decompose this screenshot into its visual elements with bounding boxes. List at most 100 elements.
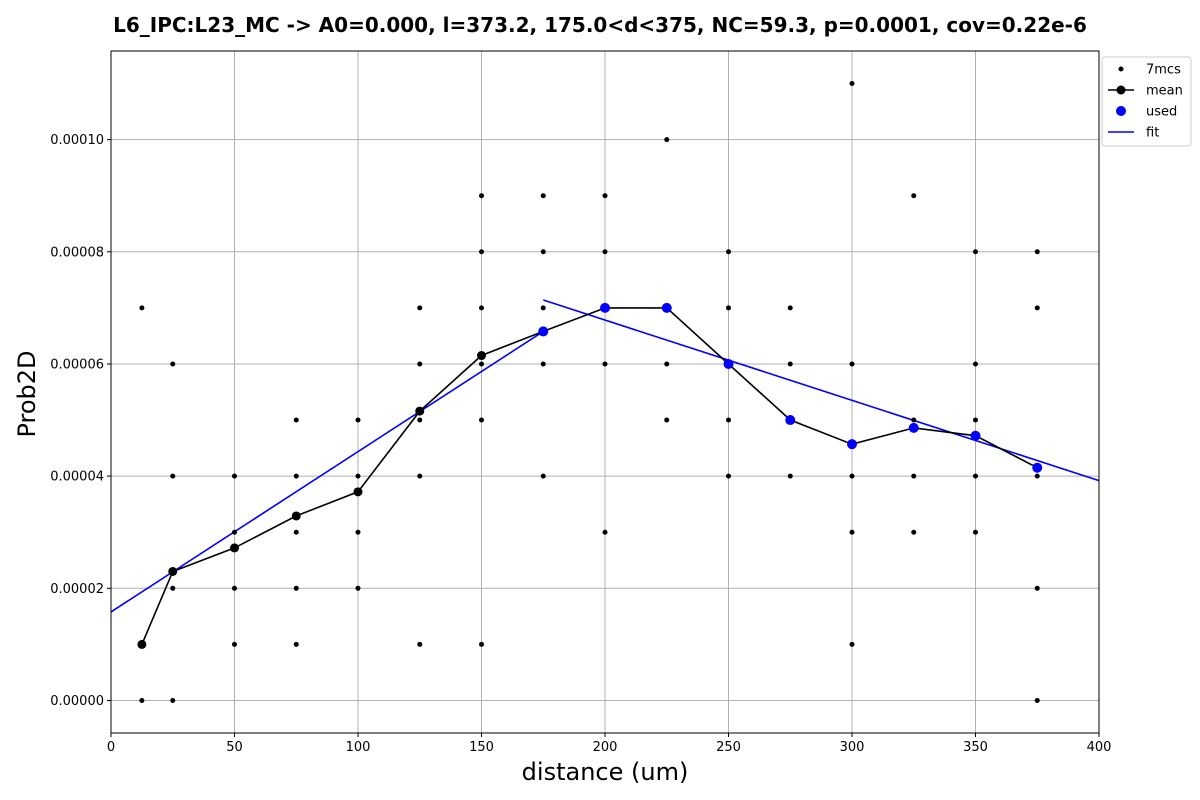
data-point-7mcs bbox=[479, 193, 484, 199]
data-point-7mcs bbox=[293, 473, 299, 479]
x-tick-label: 300 bbox=[840, 740, 865, 755]
data-point-7mcs bbox=[911, 473, 917, 479]
data-point-7mcs bbox=[139, 641, 145, 647]
data-point-7mcs bbox=[170, 585, 176, 591]
fit-line-segment bbox=[543, 299, 1100, 482]
data-point-7mcs bbox=[911, 193, 917, 199]
data-point-7mcs bbox=[726, 249, 731, 255]
legend-label-7mcs: 7mcs bbox=[1146, 63, 1181, 78]
data-point-7mcs bbox=[232, 473, 237, 479]
legend-marker-mean bbox=[1116, 85, 1126, 95]
data-point-7mcs bbox=[1034, 249, 1040, 255]
mean-point bbox=[291, 511, 301, 521]
y-tick-label: 0.00006 bbox=[50, 357, 104, 372]
used-point bbox=[600, 302, 610, 313]
data-point-7mcs bbox=[540, 193, 546, 199]
data-point-7mcs bbox=[911, 417, 917, 423]
data-point-7mcs bbox=[911, 529, 917, 535]
data-point-7mcs bbox=[355, 417, 361, 423]
used-point bbox=[723, 358, 734, 369]
x-tick-label: 100 bbox=[346, 740, 371, 755]
data-point-7mcs bbox=[973, 417, 978, 423]
data-point-7mcs bbox=[849, 641, 855, 647]
data-point-7mcs bbox=[139, 305, 145, 311]
legend-label-fit: fit bbox=[1146, 126, 1159, 141]
mean-line bbox=[141, 307, 1038, 645]
data-point-7mcs bbox=[232, 529, 237, 535]
data-point-7mcs bbox=[973, 361, 978, 367]
used-series bbox=[538, 302, 1043, 473]
legend-marker-7mcs bbox=[1118, 66, 1124, 72]
data-point-7mcs bbox=[973, 473, 978, 479]
data-point-7mcs bbox=[355, 585, 361, 591]
data-point-7mcs bbox=[417, 305, 423, 311]
data-point-7mcs bbox=[849, 473, 855, 479]
data-point-7mcs bbox=[355, 473, 361, 479]
used-point bbox=[908, 422, 919, 433]
data-point-7mcs bbox=[664, 361, 670, 367]
x-tick-label: 350 bbox=[963, 740, 988, 755]
data-point-7mcs bbox=[417, 473, 423, 479]
data-point-7mcs bbox=[726, 473, 731, 479]
data-point-7mcs bbox=[787, 361, 793, 367]
x-tick-label: 250 bbox=[716, 740, 741, 755]
x-tick-label: 200 bbox=[593, 740, 618, 755]
points-series-7mcs bbox=[139, 81, 1040, 703]
data-point-7mcs bbox=[417, 641, 423, 647]
x-tick-label: 50 bbox=[226, 740, 243, 755]
data-point-7mcs bbox=[479, 361, 484, 367]
y-axis-label: Prob2D bbox=[13, 350, 41, 437]
data-point-7mcs bbox=[1034, 585, 1040, 591]
data-point-7mcs bbox=[232, 641, 237, 647]
used-point bbox=[970, 430, 981, 441]
data-point-7mcs bbox=[170, 361, 176, 367]
mean-point bbox=[353, 487, 363, 497]
legend: 7mcs mean used fit bbox=[1101, 56, 1192, 147]
legend-box bbox=[1101, 56, 1192, 147]
y-tick-label: 0.00002 bbox=[50, 582, 104, 597]
used-point bbox=[661, 302, 672, 313]
used-point bbox=[1032, 462, 1043, 473]
data-point-7mcs bbox=[417, 361, 423, 367]
y-tick-label: 0.00004 bbox=[50, 470, 104, 485]
mean-point bbox=[168, 566, 178, 576]
data-point-7mcs bbox=[849, 529, 855, 535]
x-axis-ticks: 0 50 100 150 200 250 300 350 400 bbox=[107, 733, 1111, 755]
data-point-7mcs bbox=[602, 529, 608, 535]
data-point-7mcs bbox=[664, 417, 670, 423]
used-point bbox=[785, 415, 796, 426]
data-point-7mcs bbox=[664, 137, 670, 143]
data-point-7mcs bbox=[293, 585, 299, 591]
y-tick-label: 0.00010 bbox=[50, 133, 104, 148]
legend-items: 7mcs mean used fit bbox=[1108, 63, 1183, 141]
data-point-7mcs bbox=[293, 641, 299, 647]
data-point-7mcs bbox=[540, 361, 546, 367]
y-tick-label: 0.00000 bbox=[50, 694, 104, 709]
data-point-7mcs bbox=[973, 249, 978, 255]
data-point-7mcs bbox=[355, 529, 361, 535]
y-tick-label: 0.00008 bbox=[50, 245, 104, 260]
mean-point bbox=[477, 351, 486, 361]
y-axis-ticks: 0.00000 0.00002 0.00004 0.00006 0.00008 0.000… bbox=[50, 133, 111, 709]
data-point-7mcs bbox=[787, 305, 793, 311]
data-point-7mcs bbox=[849, 81, 855, 87]
grid-lines bbox=[110, 51, 1100, 733]
legend-label-mean: mean bbox=[1146, 84, 1183, 99]
mean-point bbox=[415, 406, 425, 416]
legend-marker-used bbox=[1116, 106, 1126, 116]
data-point-7mcs bbox=[479, 641, 484, 647]
x-tick-label: 0 bbox=[107, 740, 115, 755]
data-point-7mcs bbox=[139, 697, 145, 703]
data-point-7mcs bbox=[1034, 697, 1040, 703]
chart-title: L6_IPC:L23_MC -> A0=0.000, l=373.2, 175.… bbox=[113, 13, 1087, 37]
fit-series bbox=[110, 299, 1100, 613]
data-point-7mcs bbox=[293, 417, 299, 423]
data-point-7mcs bbox=[170, 473, 176, 479]
data-point-7mcs bbox=[293, 529, 299, 535]
data-point-7mcs bbox=[479, 305, 484, 311]
data-point-7mcs bbox=[602, 249, 608, 255]
data-point-7mcs bbox=[602, 193, 608, 199]
data-point-7mcs bbox=[1034, 305, 1040, 311]
